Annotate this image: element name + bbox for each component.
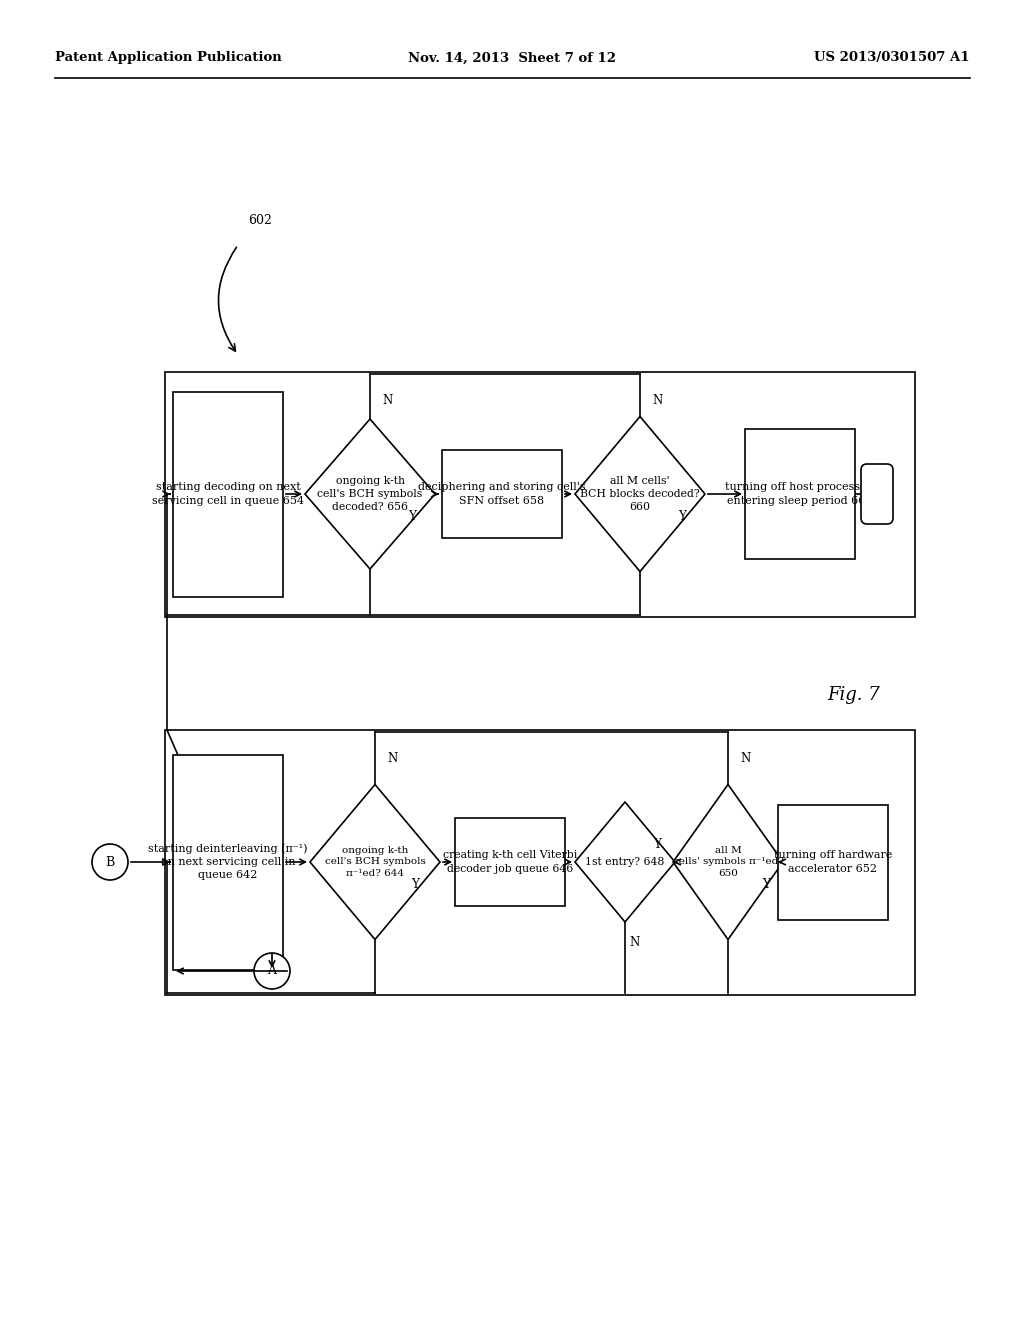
Text: Nov. 14, 2013  Sheet 7 of 12: Nov. 14, 2013 Sheet 7 of 12 xyxy=(408,51,616,65)
Text: Fig. 7: Fig. 7 xyxy=(827,686,880,704)
Text: Y: Y xyxy=(653,837,660,850)
Text: Y: Y xyxy=(678,510,686,523)
Text: US 2013/0301507 A1: US 2013/0301507 A1 xyxy=(814,51,970,65)
Text: N: N xyxy=(630,936,640,949)
Text: all M
cells' symbols π⁻¹ed?
650: all M cells' symbols π⁻¹ed? 650 xyxy=(673,846,783,878)
Bar xyxy=(173,755,283,969)
Text: N: N xyxy=(741,751,752,764)
Bar xyxy=(173,392,283,597)
Text: all M cells'
BCH blocks decoded?
660: all M cells' BCH blocks decoded? 660 xyxy=(581,475,699,512)
Polygon shape xyxy=(305,418,435,569)
FancyBboxPatch shape xyxy=(861,465,893,524)
Text: B: B xyxy=(105,855,115,869)
Text: Y: Y xyxy=(408,510,416,523)
Text: N: N xyxy=(388,751,398,764)
Text: 1st entry? 648: 1st entry? 648 xyxy=(586,857,665,867)
Text: Patent Application Publication: Patent Application Publication xyxy=(55,51,282,65)
Bar xyxy=(778,804,888,920)
Text: starting decoding on next
servicing cell in queue 654: starting decoding on next servicing cell… xyxy=(152,482,304,506)
Text: turning off host processor,
entering sleep period 662: turning off host processor, entering sle… xyxy=(725,482,874,506)
Text: creating k-th cell Viterbi
decoder job queue 646: creating k-th cell Viterbi decoder job q… xyxy=(442,850,578,874)
Text: N: N xyxy=(653,393,664,407)
Text: deciphering and storing cell's
SFN offset 658: deciphering and storing cell's SFN offse… xyxy=(418,482,586,506)
Text: Y: Y xyxy=(762,878,770,891)
Text: Y: Y xyxy=(411,878,419,891)
Text: 602: 602 xyxy=(248,214,272,227)
Polygon shape xyxy=(673,784,783,940)
Bar xyxy=(165,372,915,616)
Text: N: N xyxy=(383,393,393,407)
Bar xyxy=(165,730,915,995)
Bar xyxy=(745,429,855,558)
Text: ongoing k-th
cell's BCH symbols
decoded? 656: ongoing k-th cell's BCH symbols decoded?… xyxy=(317,475,423,512)
Circle shape xyxy=(254,953,290,989)
Polygon shape xyxy=(575,803,675,921)
Text: turning off hardware
accelerator 652: turning off hardware accelerator 652 xyxy=(774,850,892,874)
Text: A: A xyxy=(267,965,276,978)
Text: starting deinterleaving (π⁻¹)
on next servicing cell in
queue 642: starting deinterleaving (π⁻¹) on next se… xyxy=(148,843,308,880)
Circle shape xyxy=(92,843,128,880)
FancyArrowPatch shape xyxy=(218,247,237,351)
Bar xyxy=(442,450,562,539)
Bar xyxy=(455,818,565,906)
Text: ongoing k-th
cell's BCH symbols
π⁻¹ed? 644: ongoing k-th cell's BCH symbols π⁻¹ed? 6… xyxy=(325,846,425,878)
Polygon shape xyxy=(575,417,705,572)
Polygon shape xyxy=(310,784,440,940)
